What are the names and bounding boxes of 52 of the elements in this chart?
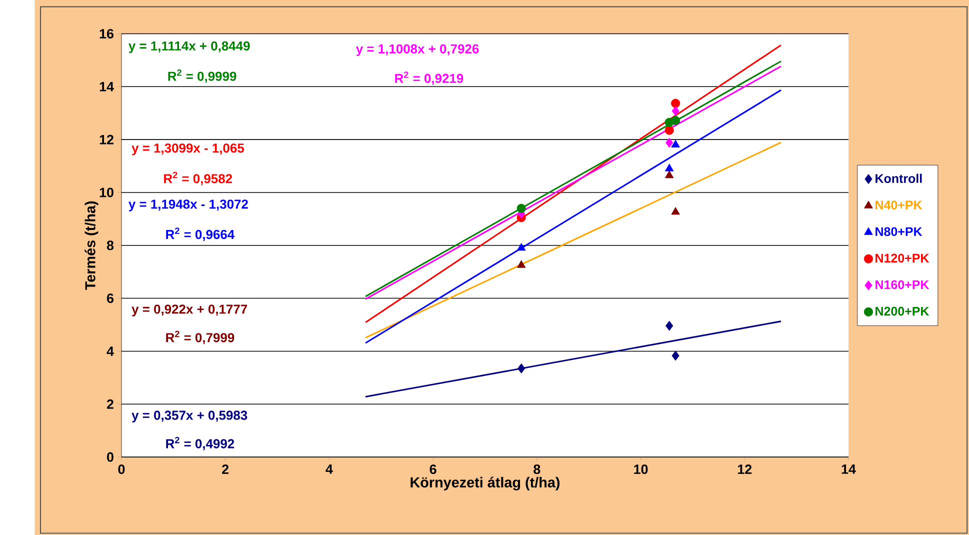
x-tick-label: 12 — [738, 464, 752, 474]
point — [672, 106, 680, 116]
annotation: R$^{2}$ = 0,9219 — [395, 71, 464, 85]
point — [518, 363, 526, 374]
x-tick-label: 14 — [842, 464, 856, 474]
legend-label: N120+PK — [876, 254, 930, 263]
annotation: y = 1,1114x + 0,8449 — [128, 41, 250, 54]
annotation: y = 1,3099x - 1,065 — [132, 143, 244, 156]
point — [516, 204, 526, 213]
point — [666, 138, 674, 148]
point — [516, 260, 526, 268]
y-tick-label: 12 — [100, 134, 114, 144]
point — [671, 98, 680, 108]
annotation: R$^{2}$ = 0,9664 — [166, 228, 235, 241]
y-tick-label: 6 — [107, 293, 114, 303]
y-tick-label: 14 — [100, 82, 114, 92]
y-tick-label: 4 — [106, 346, 114, 356]
legend-label: N40+PK — [876, 200, 922, 210]
point — [666, 320, 674, 331]
y-tick-label: 2 — [106, 399, 114, 409]
annotation: R$^{2}$ = 0,7999 — [166, 330, 234, 344]
annotation: y = 0,922x + 0,1777 — [132, 304, 248, 316]
point — [671, 116, 680, 125]
annotation: R$^{2}$ = 0,4992 — [166, 436, 234, 450]
y-tick-label: 8 — [106, 240, 114, 250]
legend-label: N200+PK — [876, 306, 930, 316]
y-tick-label: 0 — [107, 452, 114, 462]
x-tick-label: 8 — [534, 464, 540, 474]
legend-label: N80+PK — [876, 227, 922, 236]
annotation: y = 0,357x + 0,5983 — [132, 410, 248, 422]
annotation: y = 1,1008x + 0,7926 — [356, 44, 479, 56]
y-tick-label: 10 — [100, 188, 114, 198]
legend-label: N160+PK — [876, 280, 930, 290]
point — [671, 206, 680, 215]
x-tick-label: 2 — [222, 464, 229, 474]
point — [671, 140, 680, 148]
point — [672, 350, 680, 361]
point — [664, 164, 674, 172]
point — [664, 126, 674, 135]
x-tick-label: 0 — [118, 464, 125, 474]
y-axis-title: Termés (t/ha) — [84, 201, 98, 290]
point — [664, 170, 674, 178]
y-tick-label: 16 — [100, 28, 114, 38]
annotation: y = 1,1948x - 1,3072 — [128, 200, 248, 212]
x-axis-title: Környezeti átlag (t/ha) — [410, 476, 560, 490]
x-tick-label: 4 — [326, 464, 333, 474]
legend-label: Kontroll — [876, 174, 922, 183]
point — [516, 242, 526, 251]
x-tick-label: 10 — [634, 464, 648, 474]
x-tick-label: 6 — [430, 464, 436, 474]
annotation: R$^{2}$ = 0,9582 — [164, 172, 232, 186]
annotation: R$^{2}$ = 0,9999 — [168, 69, 236, 83]
